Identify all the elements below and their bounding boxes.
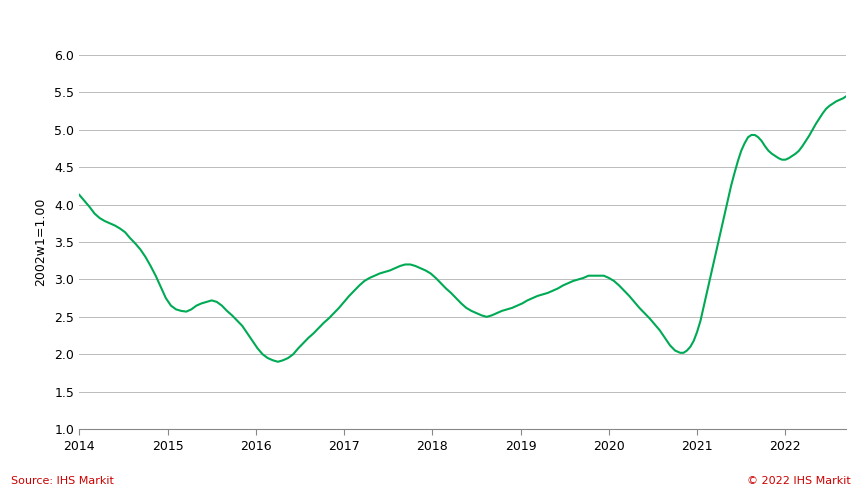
Text: Source: IHS Markit: Source: IHS Markit (11, 476, 114, 486)
Text: © 2022 IHS Markit: © 2022 IHS Markit (746, 476, 850, 486)
Y-axis label: 2002w1=1.00: 2002w1=1.00 (34, 198, 47, 286)
Text: IHS Markit Materials  Price Index: IHS Markit Materials Price Index (11, 13, 398, 33)
